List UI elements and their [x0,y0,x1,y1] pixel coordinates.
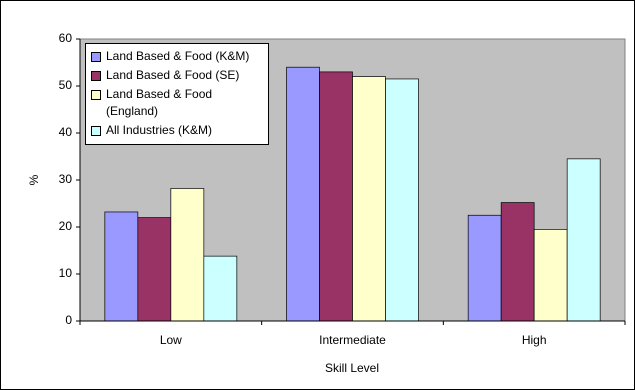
legend-swatch [91,52,101,62]
y-tick-label: 30 [59,172,73,186]
bar [385,78,419,322]
legend-label: All Industries (K&M) [106,123,213,137]
legend-item: All Industries (K&M) [91,122,262,139]
x-tick-label: High [522,333,547,347]
legend-swatch [91,126,101,136]
legend-label: Land Based & Food (SE) [106,68,240,82]
bar [533,229,568,322]
legend: Land Based & Food (K&M) Land Based & Food… [85,43,269,145]
y-tick-label: 40 [59,125,73,139]
y-tick-label: 10 [59,266,73,280]
legend-item: Land Based & Food (K&M) [91,48,262,65]
y-axis-label: % [27,174,41,185]
x-tick-label: Intermediate [319,333,386,347]
legend-swatch [91,90,101,100]
bar [170,188,205,322]
y-tick-label: 60 [59,31,73,45]
bar [137,217,172,322]
x-axis-label: Skill Level [325,361,379,375]
legend-label: Land Based & Food (K&M) [106,49,250,63]
legend-item: Land Based & Food (England) [91,86,262,120]
legend-swatch [91,71,101,81]
y-tick-label: 0 [65,313,72,327]
bar [566,158,601,322]
x-tick-label: Low [160,333,182,347]
legend-label: Land Based & Food (England) [106,87,213,118]
bar [104,211,139,322]
bar [352,76,386,322]
y-tick-label: 20 [59,219,73,233]
bar [467,214,502,322]
legend-item: Land Based & Food (SE) [91,67,262,84]
bar [319,71,353,322]
bar [500,202,535,322]
y-tick-label: 50 [59,78,73,92]
bar [203,255,238,322]
bar [286,66,320,322]
